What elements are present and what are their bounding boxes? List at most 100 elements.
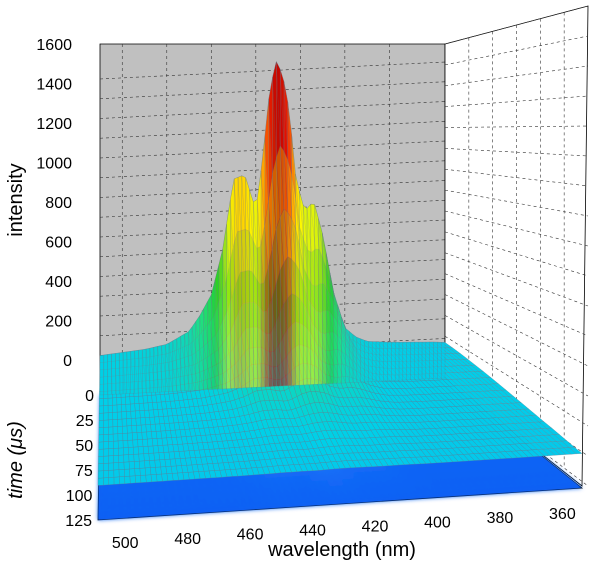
surface-front-skirt: [153, 346, 158, 393]
floor-cell: [257, 478, 268, 485]
floor-cell: [240, 491, 250, 499]
surface-front-skirt: [356, 337, 361, 383]
time-tick-label: 50: [75, 438, 93, 455]
surface-facet: [140, 424, 147, 433]
floor-cell: [545, 478, 560, 484]
floor-cell: [501, 474, 516, 481]
floor-cell: [149, 491, 159, 498]
floor-cell: [337, 473, 349, 480]
floor-cell: [166, 502, 175, 510]
surface-facet: [136, 432, 143, 440]
floor-cell: [267, 502, 278, 509]
surface-front-skirt: [157, 345, 162, 393]
surface-front-skirt: [429, 341, 434, 379]
surface-front-skirt: [287, 101, 292, 386]
surface-facet: [121, 404, 127, 412]
surface-front-skirt: [226, 199, 231, 389]
surface-front-skirt: [180, 333, 185, 392]
z-tick-label: 1400: [36, 77, 72, 94]
surface-front-skirt: [199, 308, 204, 391]
surface-front-skirt: [245, 177, 250, 388]
floor-cell: [204, 500, 214, 507]
wavelength-axis-title: wavelength (nm): [267, 539, 416, 561]
surface-facet: [150, 467, 157, 475]
floor-cell: [127, 486, 136, 494]
z-tick-label: 0: [63, 353, 72, 370]
surface-facet: [123, 447, 129, 456]
surface-front-skirt: [145, 347, 150, 393]
floor-cell: [228, 480, 239, 487]
floor-cell: [409, 486, 422, 494]
floor-cell: [279, 476, 290, 484]
floor-cell: [182, 507, 192, 515]
floor-cell: [143, 497, 152, 505]
surface-facet: [126, 425, 133, 434]
surface-facet: [113, 476, 120, 485]
floor-cell: [234, 498, 245, 505]
floor-cell: [180, 495, 190, 503]
floor-cell: [294, 476, 305, 483]
floor-cell: [400, 475, 412, 482]
floor-cell: [171, 483, 180, 491]
floor-cell: [150, 497, 159, 505]
floor-cell: [262, 490, 273, 497]
surface-facet: [103, 419, 109, 428]
floor-cell: [517, 467, 532, 474]
floor-cell: [431, 485, 445, 492]
floor-cell: [202, 494, 212, 501]
surface-facet: [108, 426, 114, 435]
surface-facet: [113, 455, 119, 463]
floor-cell: [272, 495, 283, 503]
floor-cell: [446, 466, 459, 473]
surface-facet: [123, 454, 130, 463]
floor-cell: [503, 468, 517, 475]
floor-cell: [128, 505, 137, 512]
surface-front-skirt: [280, 69, 285, 387]
floor-cell: [128, 498, 137, 506]
surface-facet: [134, 460, 141, 469]
floor-cell: [388, 470, 401, 477]
floor-cell: [113, 499, 121, 507]
floor-cell: [507, 480, 522, 487]
floor-cell: [439, 466, 452, 473]
floor-cell: [553, 477, 568, 484]
z-tick-label: 800: [45, 195, 72, 212]
surface-facet: [123, 461, 130, 470]
surface-front-skirt: [368, 341, 373, 382]
surface-front-skirt: [264, 99, 269, 388]
floor-cell: [336, 497, 348, 504]
floor-cell: [467, 489, 481, 496]
floor-cell: [319, 480, 330, 487]
floor-cell: [267, 483, 278, 491]
floor-cell: [546, 472, 561, 478]
time-tick-label: 75: [75, 463, 93, 480]
surface-front-skirt: [195, 315, 200, 391]
surface-front-skirt: [372, 341, 377, 382]
floor-cell: [330, 473, 342, 480]
surface-front-skirt: [234, 177, 239, 389]
surface-front-skirt: [437, 341, 442, 379]
floor-cell: [431, 467, 445, 474]
surface-front-skirt: [421, 341, 426, 380]
surface-facet: [139, 467, 146, 476]
surface-facet: [130, 410, 136, 419]
surface-facet: [113, 447, 119, 456]
surface-front-skirt: [345, 327, 350, 384]
floor-cell: [341, 479, 353, 486]
surface-front-skirt: [326, 252, 331, 385]
surface-facet: [124, 468, 131, 477]
floor-cell: [539, 472, 554, 479]
floor-cell: [121, 511, 130, 519]
floor-cell: [481, 470, 495, 477]
surface-front-skirt: [299, 190, 304, 386]
floor-cell: [174, 502, 183, 509]
surface-front-skirt: [433, 341, 438, 379]
floor-cell: [199, 481, 209, 489]
floor-cell: [449, 478, 463, 485]
floor-cell: [436, 491, 450, 498]
floor-cell: [378, 488, 391, 496]
floor-cell: [282, 501, 294, 508]
right-wall-gridline: [444, 210, 589, 247]
floor-cell: [444, 490, 458, 497]
